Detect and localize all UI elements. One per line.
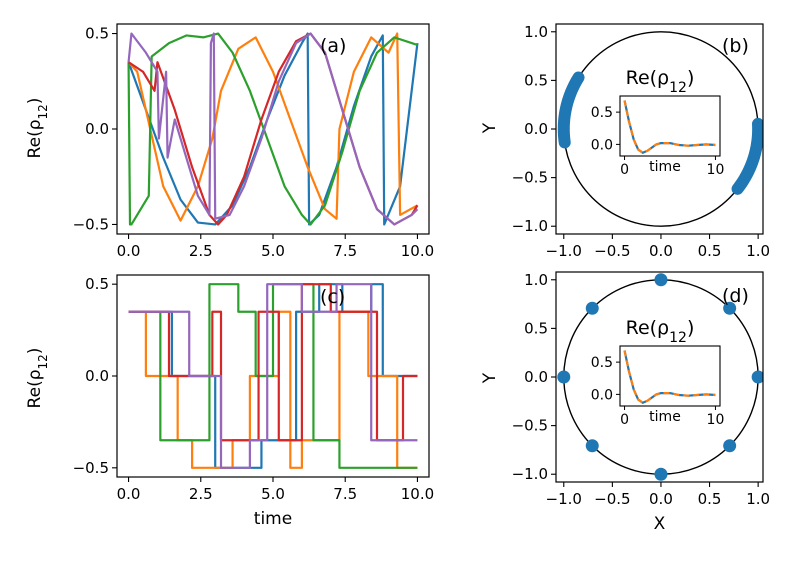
scatter-point-7 (654, 467, 668, 481)
y-tick-label: 0.5 (524, 71, 548, 89)
x-tick-label: 10.0 (401, 242, 434, 260)
x-tick-label: 10.0 (401, 485, 434, 503)
panel-label: (d) (722, 285, 749, 307)
plot-area-d (557, 273, 763, 481)
series-line-2 (127, 32, 418, 222)
x-tick-label: 0.0 (649, 242, 673, 260)
x-tick-label: 0.0 (649, 490, 673, 508)
x-tick-label: −1.0 (546, 242, 582, 260)
inset-x-tick-label: 0 (620, 162, 629, 178)
inset-line-exact (623, 350, 716, 405)
x-tick-label: 7.5 (333, 242, 357, 260)
inset-y-tick-label: 0.5 (591, 105, 613, 121)
inset-d: 0 10 0.0 0.5 time Re(ρ12) (591, 317, 725, 428)
panel-c: 0.0 2.5 5.0 7.5 10.0 −0.5 0.0 0.5 Re(ρ12) time (c) (25, 274, 434, 529)
y-tick-label: −1.0 (512, 217, 548, 235)
inset-title: Re(ρ12) (626, 67, 695, 96)
plot-area-a (127, 32, 419, 226)
inset-x-label: time (649, 409, 681, 425)
y-tick-label: −0.5 (512, 169, 548, 187)
scatter-point-8 (723, 439, 737, 453)
series-line-3 (127, 32, 418, 226)
scatter-arc-1 (557, 71, 585, 149)
x-tick-label: 1.0 (746, 242, 770, 260)
plot-area-c (128, 283, 418, 469)
inset-y-tick-label: 0.5 (591, 355, 613, 371)
x-tick-label: 0.5 (698, 490, 722, 508)
inset-frame (619, 95, 721, 157)
inset-y-tick-label: 0.0 (591, 387, 613, 403)
panel-label: (c) (320, 286, 345, 308)
scatter-arc-2 (731, 117, 763, 195)
y-tick-label: 0.5 (85, 25, 109, 43)
scatter-point-3 (654, 273, 668, 287)
y-tick-label: 0.0 (524, 368, 548, 386)
y-tick-label: −0.5 (73, 459, 109, 477)
inset-y-tick-label: 0.0 (591, 137, 613, 153)
x-tick-label: 0.5 (698, 242, 722, 260)
y-axis-label: Re(ρ12) (25, 98, 50, 159)
y-tick-label: 1.0 (524, 23, 548, 41)
x-tick-label: −0.5 (594, 490, 630, 508)
y-tick-label: 0.0 (85, 367, 109, 385)
panel-label: (b) (722, 35, 749, 57)
x-axis-label: time (254, 509, 292, 529)
y-tick-label: 0.5 (85, 275, 109, 293)
series-line-5 (128, 283, 418, 469)
x-tick-label: 5.0 (261, 485, 285, 503)
x-tick-label: 2.5 (189, 485, 213, 503)
panel-label: (a) (320, 35, 346, 57)
x-tick-label: 0.0 (117, 242, 141, 260)
x-tick-label: −0.5 (594, 242, 630, 260)
y-axis-label: Y (480, 122, 500, 134)
inset-x-label: time (649, 159, 681, 175)
scatter-point-1 (751, 370, 763, 384)
panel-d: −1.0 −0.5 0.0 0.5 1.0 −1.0 −0.5 0.0 0.5 1.0 Y X (d) 0… (480, 271, 770, 534)
x-tick-label: 2.5 (189, 242, 213, 260)
inset-x-tick-label: 10 (707, 162, 725, 178)
y-tick-label: −1.0 (512, 465, 548, 483)
y-tick-label: 0.5 (524, 319, 548, 337)
y-tick-label: −0.5 (73, 215, 109, 233)
x-tick-label: 7.5 (333, 485, 357, 503)
series-line-5 (127, 32, 419, 226)
scatter-point-6 (585, 439, 599, 453)
y-axis-label: Y (480, 372, 500, 384)
y-tick-label: 0.0 (524, 120, 548, 138)
series-line-3 (128, 283, 418, 469)
x-tick-label: 5.0 (261, 242, 285, 260)
scatter-point-4 (585, 301, 599, 315)
y-tick-label: 1.0 (524, 271, 548, 289)
svg-text:Re(ρ12): Re(ρ12) (25, 98, 50, 159)
scatter-point-2 (723, 301, 737, 315)
panel-b: −1.0 −0.5 0.0 0.5 1.0 −1.0 −0.5 0.0 0.5 1.0 Y (b) 0 1… (480, 23, 770, 260)
inset-frame (619, 345, 721, 407)
x-tick-label: −1.0 (546, 490, 582, 508)
panel-a: 0.0 2.5 5.0 7.5 10.0 −0.5 0.0 0.5 Re(ρ12) (a) (25, 23, 434, 260)
y-tick-label: −0.5 (512, 417, 548, 435)
y-axis-label: Re(ρ12) (25, 348, 50, 409)
y-tick-label: 0.0 (85, 120, 109, 138)
svg-text:Re(ρ12): Re(ρ12) (626, 317, 695, 346)
plot-area-b (557, 31, 763, 227)
inset-b: 0 10 0.0 0.5 time Re(ρ12) (591, 67, 725, 178)
svg-text:Re(ρ12): Re(ρ12) (25, 348, 50, 409)
inset-line-exact (623, 100, 716, 155)
x-tick-label: 0.0 (117, 485, 141, 503)
inset-x-tick-label: 10 (707, 412, 725, 428)
inset-title: Re(ρ12) (626, 317, 695, 346)
inset-x-tick-label: 0 (620, 412, 629, 428)
x-tick-label: 1.0 (746, 490, 770, 508)
series-line-4 (128, 283, 418, 442)
x-axis-label: X (654, 514, 666, 534)
scatter-point-5 (557, 370, 571, 384)
svg-text:Re(ρ12): Re(ρ12) (626, 67, 695, 96)
